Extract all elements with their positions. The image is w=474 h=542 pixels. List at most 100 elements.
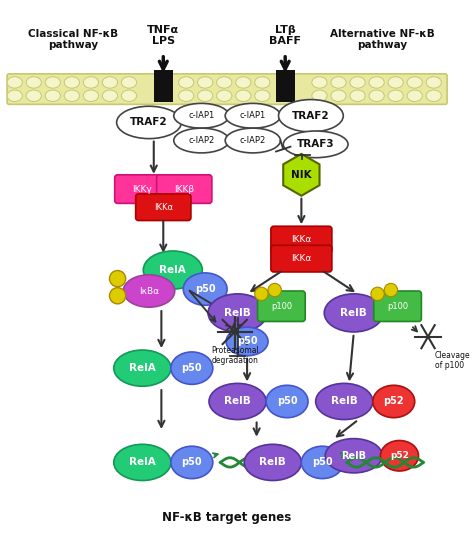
Ellipse shape: [426, 77, 441, 88]
Ellipse shape: [121, 77, 137, 88]
Ellipse shape: [350, 90, 365, 101]
Ellipse shape: [369, 77, 384, 88]
Ellipse shape: [217, 77, 232, 88]
FancyBboxPatch shape: [271, 226, 332, 253]
Text: pathway: pathway: [357, 40, 407, 50]
Text: c-IAP1: c-IAP1: [188, 111, 215, 120]
Ellipse shape: [268, 283, 282, 296]
Ellipse shape: [255, 77, 270, 88]
Text: P: P: [115, 276, 120, 282]
Text: Cleavage: Cleavage: [435, 351, 470, 360]
Ellipse shape: [171, 446, 213, 479]
Text: LTβ: LTβ: [275, 25, 296, 35]
Text: p100: p100: [387, 302, 408, 311]
Text: of p100: of p100: [435, 361, 464, 370]
Ellipse shape: [83, 77, 99, 88]
Ellipse shape: [123, 275, 175, 307]
Ellipse shape: [45, 77, 60, 88]
Text: IKKγ: IKKγ: [132, 185, 152, 193]
Ellipse shape: [102, 77, 118, 88]
Ellipse shape: [283, 131, 348, 158]
FancyBboxPatch shape: [257, 291, 305, 321]
Ellipse shape: [371, 287, 384, 300]
Text: Alternative NF-κB: Alternative NF-κB: [330, 29, 435, 39]
Text: P: P: [375, 292, 380, 296]
Text: p50: p50: [277, 396, 297, 406]
Text: RelB: RelB: [259, 457, 286, 467]
Ellipse shape: [388, 90, 403, 101]
Ellipse shape: [236, 90, 251, 101]
Ellipse shape: [225, 128, 281, 153]
Ellipse shape: [381, 441, 419, 471]
Ellipse shape: [26, 90, 41, 101]
Polygon shape: [283, 154, 319, 196]
Text: IKKα: IKKα: [291, 235, 311, 244]
Text: p52: p52: [390, 451, 409, 460]
Bar: [276, 70, 295, 102]
Ellipse shape: [225, 104, 281, 128]
Ellipse shape: [255, 287, 268, 300]
Ellipse shape: [324, 294, 383, 332]
Text: RelB: RelB: [340, 308, 367, 318]
Ellipse shape: [7, 90, 22, 101]
Text: p50: p50: [237, 337, 257, 346]
Text: Classical NF-κB: Classical NF-κB: [28, 29, 118, 39]
Text: P: P: [259, 292, 264, 296]
Text: P: P: [389, 288, 393, 293]
Text: P: P: [115, 293, 120, 299]
Text: TNFα: TNFα: [147, 25, 179, 35]
Ellipse shape: [331, 90, 346, 101]
Text: c-IAP2: c-IAP2: [188, 136, 215, 145]
Ellipse shape: [143, 251, 202, 289]
Text: IKKα: IKKα: [291, 254, 311, 263]
Text: IκBα: IκBα: [139, 287, 159, 296]
Text: c-IAP2: c-IAP2: [240, 136, 266, 145]
Text: BAFF: BAFF: [269, 36, 301, 47]
Ellipse shape: [350, 77, 365, 88]
Ellipse shape: [316, 383, 373, 420]
Text: Proteasomal: Proteasomal: [211, 346, 259, 356]
Ellipse shape: [407, 90, 422, 101]
Text: TRAF2: TRAF2: [292, 111, 330, 121]
Ellipse shape: [369, 90, 384, 101]
Ellipse shape: [117, 106, 182, 139]
FancyBboxPatch shape: [156, 175, 212, 203]
Ellipse shape: [174, 104, 229, 128]
Text: pathway: pathway: [48, 40, 98, 50]
Text: NF-κB target genes: NF-κB target genes: [163, 511, 292, 524]
Ellipse shape: [64, 77, 80, 88]
Ellipse shape: [407, 77, 422, 88]
Text: p50: p50: [195, 284, 216, 294]
Ellipse shape: [426, 90, 441, 101]
Ellipse shape: [179, 90, 194, 101]
Ellipse shape: [114, 350, 171, 386]
Ellipse shape: [331, 77, 346, 88]
Text: RelA: RelA: [129, 457, 156, 467]
Ellipse shape: [388, 77, 403, 88]
Ellipse shape: [109, 288, 126, 304]
FancyBboxPatch shape: [374, 291, 421, 321]
Text: p50: p50: [182, 457, 202, 467]
Text: IKKα: IKKα: [154, 203, 173, 212]
Ellipse shape: [384, 283, 398, 296]
Text: TRAF2: TRAF2: [130, 118, 168, 127]
Ellipse shape: [198, 90, 213, 101]
Text: RelB: RelB: [331, 396, 357, 406]
Ellipse shape: [114, 444, 171, 481]
Text: NIK: NIK: [291, 170, 312, 180]
Ellipse shape: [179, 77, 194, 88]
Ellipse shape: [109, 270, 126, 287]
Text: RelA: RelA: [159, 265, 186, 275]
Ellipse shape: [325, 438, 383, 473]
Ellipse shape: [183, 273, 227, 305]
Ellipse shape: [102, 90, 118, 101]
Ellipse shape: [312, 90, 327, 101]
Ellipse shape: [236, 77, 251, 88]
Ellipse shape: [266, 385, 308, 418]
Text: RelB: RelB: [224, 308, 251, 318]
Text: TRAF3: TRAF3: [297, 139, 335, 150]
Text: p52: p52: [383, 396, 404, 406]
Ellipse shape: [209, 383, 266, 420]
FancyBboxPatch shape: [115, 175, 170, 203]
Bar: [154, 70, 173, 102]
